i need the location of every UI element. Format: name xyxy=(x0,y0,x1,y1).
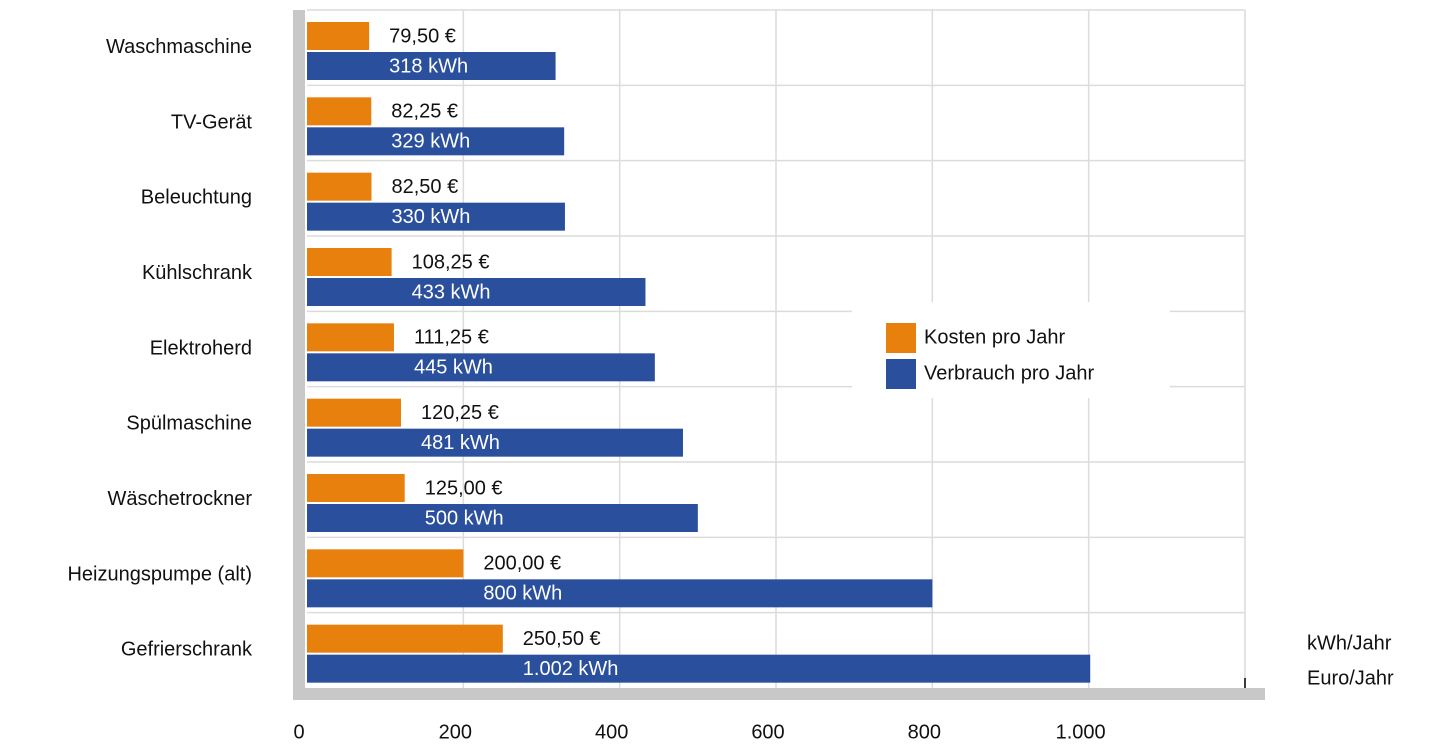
value-label: 111,25 € xyxy=(414,327,489,349)
bar xyxy=(307,428,683,457)
bar xyxy=(307,248,392,276)
x-tick-label: 600 xyxy=(751,721,784,743)
bar xyxy=(307,127,565,156)
value-label: 200,00 € xyxy=(483,553,561,575)
y-tick-label: Waschmaschine xyxy=(106,36,252,58)
legend-swatch xyxy=(886,323,916,353)
value-label: 800 kWh xyxy=(483,583,562,605)
y-tick-label: Wäschetrockner xyxy=(108,488,253,510)
y-tick-label: Beleuchtung xyxy=(141,187,252,209)
value-label: 445 kWh xyxy=(414,357,493,379)
x-tick-label: 0 xyxy=(293,721,304,743)
y-tick-label: Spülmaschine xyxy=(126,413,252,435)
bar xyxy=(307,172,372,201)
value-label: 125,00 € xyxy=(425,477,503,499)
value-label: 82,50 € xyxy=(391,176,458,198)
y-tick-label: TV-Gerät xyxy=(171,111,253,133)
y-tick-label: Kühlschrank xyxy=(142,262,253,284)
value-label: 318 kWh xyxy=(389,55,468,77)
x-tick-label: 200 xyxy=(439,721,472,743)
axis-label: kWh/Jahr xyxy=(1307,632,1392,654)
x-tick-label: 400 xyxy=(595,721,628,743)
legend-label: Verbrauch pro Jahr xyxy=(924,362,1094,384)
y-axis-bar xyxy=(293,10,305,700)
bar xyxy=(307,398,401,427)
bar xyxy=(307,202,565,231)
bar xyxy=(307,474,405,502)
bar xyxy=(307,654,1091,683)
bar xyxy=(307,504,698,532)
value-label: 330 kWh xyxy=(391,206,470,228)
bar xyxy=(307,549,464,578)
axis-label: Euro/Jahr xyxy=(1307,667,1394,689)
bar xyxy=(307,97,372,126)
y-tick-label: Elektroherd xyxy=(150,337,252,359)
bar xyxy=(307,624,503,653)
x-axis-bar xyxy=(293,688,1265,700)
y-tick-label: Heizungspumpe (alt) xyxy=(67,563,252,585)
value-label: 500 kWh xyxy=(425,507,504,529)
bar xyxy=(307,353,655,382)
value-label: 481 kWh xyxy=(421,432,500,454)
x-tick-label: 1.000 xyxy=(1056,721,1106,743)
value-label: 433 kWh xyxy=(412,281,491,303)
value-label: 120,25 € xyxy=(421,402,499,424)
value-label: 108,25 € xyxy=(412,251,490,273)
y-tick-label: Gefrierschrank xyxy=(121,639,253,661)
bar xyxy=(307,278,646,306)
x-tick-label: 800 xyxy=(908,721,941,743)
bar xyxy=(307,579,933,608)
bar xyxy=(307,323,394,352)
value-label: 79,50 € xyxy=(389,25,456,47)
bar xyxy=(307,52,556,80)
value-label: 329 kWh xyxy=(391,131,470,153)
legend-label: Kosten pro Jahr xyxy=(924,326,1066,348)
value-label: 82,25 € xyxy=(391,101,458,123)
value-label: 1.002 kWh xyxy=(523,658,619,680)
legend-swatch xyxy=(886,359,916,389)
value-label: 250,50 € xyxy=(523,628,601,650)
bar xyxy=(307,22,370,50)
